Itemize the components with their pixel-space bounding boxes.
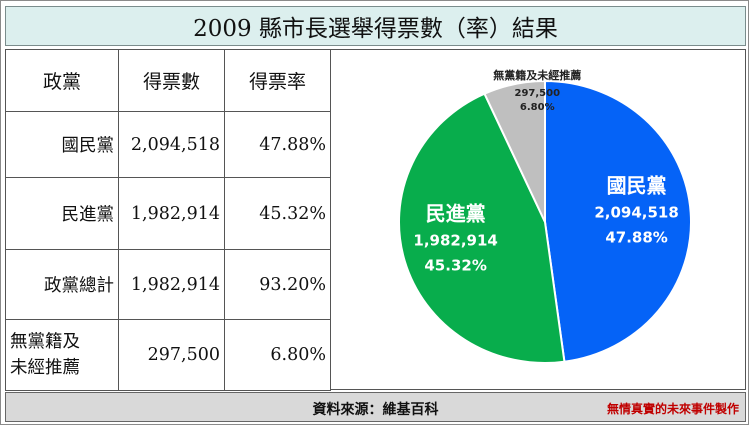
- party-name: 政黨總計: [5, 249, 119, 320]
- footer-bar: 資料來源：維基百科 無情真實的未來事件製作: [5, 392, 746, 422]
- party-name: 無黨籍及 未經推薦: [5, 319, 119, 391]
- party-name-line1: 無黨籍及: [10, 332, 80, 352]
- credit-note: 無情真實的未來事件製作: [606, 402, 739, 416]
- source-note: 資料來源：維基百科: [312, 402, 439, 418]
- slice-label: 國民黨: [607, 174, 667, 198]
- pie-slice-2: [398, 92, 566, 364]
- votes-cell: 1,982,914: [118, 249, 225, 320]
- table-header-row: 政黨 得票數 得票率: [5, 49, 331, 112]
- slice-percent-label: 6.80%: [520, 102, 555, 113]
- slice-percent-label: 47.88%: [605, 229, 667, 247]
- chart-area: 國民黨 2,094,518 47.88% 民進黨 1,982,914 45.32% 無黨籍及…: [330, 49, 746, 390]
- pie-slice-1: [544, 79, 693, 363]
- page-title: 2009 縣市長選舉得票數（率）結果: [5, 6, 746, 46]
- pie-chart: 國民黨 2,094,518 47.88% 民進黨 1,982,914 45.32% 無黨籍及…: [398, 68, 693, 364]
- header-party: 政黨: [5, 49, 119, 112]
- slice-value-label: 297,500: [515, 88, 561, 99]
- rate-cell: 93.20%: [224, 249, 331, 320]
- votes-cell: 297,500: [118, 319, 225, 391]
- slice-label: 民進黨: [426, 202, 486, 226]
- slice-value-label: 2,094,518: [594, 204, 678, 222]
- page-title-text: 2009 縣市長選舉得票數（率）結果: [193, 16, 558, 42]
- pie-slice-3: [483, 79, 546, 223]
- party-name: 國民黨: [5, 111, 119, 178]
- party-name: 民進黨: [5, 177, 119, 250]
- table-row: 無黨籍及未經推薦 297,500 6.80%: [5, 319, 331, 391]
- rate-cell: 45.32%: [224, 177, 331, 250]
- slice-value-label: 1,982,914: [413, 232, 497, 250]
- table-row: 民進黨 1,982,914 45.32%: [5, 177, 331, 250]
- votes-cell: 2,094,518: [118, 111, 225, 178]
- slice-percent-label: 45.32%: [424, 257, 486, 275]
- slice-label: 無黨籍及未經推薦: [493, 68, 581, 82]
- rate-cell: 47.88%: [224, 111, 331, 178]
- votes-cell: 1,982,914: [118, 177, 225, 250]
- rate-cell: 6.80%: [224, 319, 331, 391]
- party-name-line2: 未經推薦: [10, 358, 80, 378]
- header-rate: 得票率: [224, 49, 331, 112]
- table-row: 國民黨 2,094,518 47.88%: [5, 111, 331, 178]
- table-row: 政黨總計 1,982,914 93.20%: [5, 249, 331, 320]
- results-table: 政黨 得票數 得票率 國民黨 2,094,518 47.88% 民進黨 1,98…: [5, 49, 331, 391]
- header-votes: 得票數: [118, 49, 225, 112]
